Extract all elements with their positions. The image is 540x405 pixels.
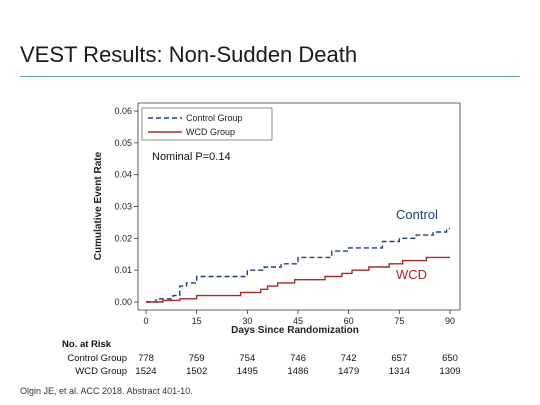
- risk-table: No. at Risk Control Group WCD Group 778 7…: [62, 339, 461, 377]
- risk-table-title: No. at Risk: [62, 339, 112, 350]
- x-tick-label: 45: [293, 316, 303, 326]
- legend-label-wcd: WCD Group: [186, 127, 235, 137]
- risk-value: 1524: [135, 366, 156, 377]
- x-tick-label: 90: [445, 316, 455, 326]
- risk-value: 746: [290, 353, 306, 364]
- title-divider: [20, 76, 520, 77]
- slide-title: VEST Results: Non-Sudden Death: [20, 42, 358, 67]
- y-tick-label: 0.01: [114, 265, 132, 275]
- risk-row-label-wcd: WCD Group: [75, 366, 127, 377]
- x-tick-label: 75: [394, 316, 404, 326]
- risk-value: 1495: [237, 366, 258, 377]
- y-tick-label: 0.06: [114, 106, 132, 116]
- risk-value: 742: [341, 353, 357, 364]
- y-axis-label: Cumulative Event Rate: [93, 151, 104, 260]
- y-tick-label: 0.00: [114, 297, 132, 307]
- x-tick-label: 15: [192, 316, 202, 326]
- risk-value: 1502: [186, 366, 207, 377]
- series-end-label-control: Control: [396, 207, 438, 222]
- risk-row-label-control: Control Group: [67, 353, 127, 364]
- risk-value: 759: [189, 353, 205, 364]
- y-tick-label: 0.02: [114, 233, 132, 243]
- y-tick-label: 0.05: [114, 138, 132, 148]
- legend-label-control: Control Group: [186, 113, 243, 123]
- risk-value: 754: [239, 353, 255, 364]
- x-axis-label: Days Since Randomization: [231, 325, 359, 336]
- series-line-wcd: [146, 256, 450, 303]
- risk-value: 1479: [338, 366, 359, 377]
- series-line-control: [146, 228, 450, 303]
- y-tick-label: 0.04: [114, 170, 132, 180]
- x-tick-label: 60: [344, 316, 354, 326]
- p-value-annotation: Nominal P=0.14: [152, 151, 231, 163]
- risk-value: 657: [391, 353, 407, 364]
- risk-value: 778: [138, 353, 154, 364]
- risk-value: 1314: [389, 366, 410, 377]
- legend-box: [141, 107, 273, 141]
- x-tick-label: 0: [143, 316, 148, 326]
- y-tick-label: 0.03: [114, 202, 132, 212]
- legend: Control Group WCD Group: [141, 107, 273, 141]
- series-end-label-wcd: WCD: [396, 267, 427, 282]
- risk-value: 1309: [439, 366, 460, 377]
- citation: Olgin JE, et al. ACC 2018. Abstract 401-…: [20, 386, 193, 396]
- x-tick-label: 30: [242, 316, 252, 326]
- risk-value: 1486: [287, 366, 308, 377]
- risk-value: 650: [442, 353, 458, 364]
